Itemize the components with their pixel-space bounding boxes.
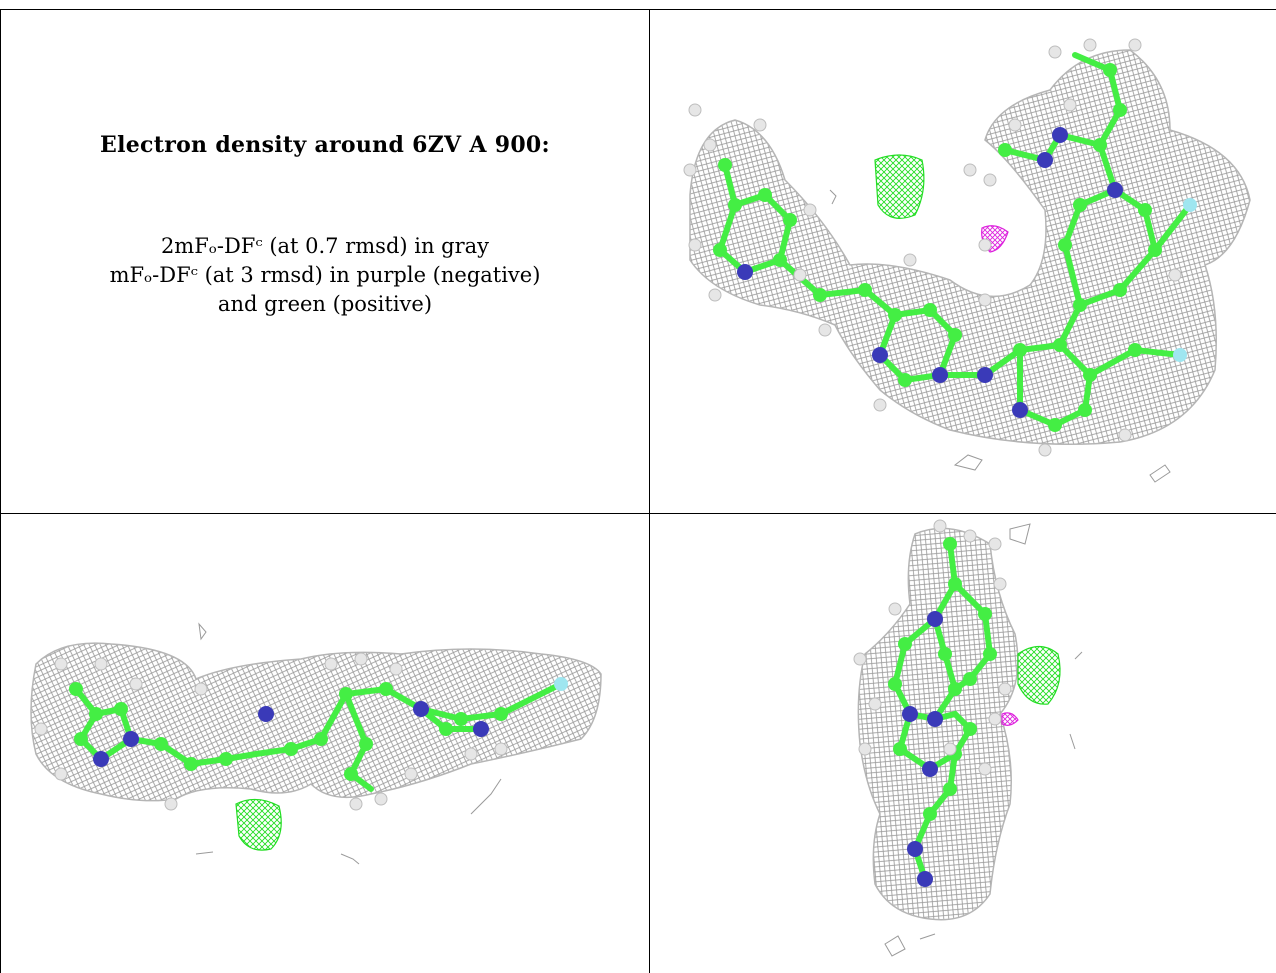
molecule-icon	[683, 38, 1251, 483]
table-border-left	[0, 9, 1, 973]
caption-panel: Electron density around 6ZV A 900: 2mFₒ-…	[1, 10, 649, 513]
ligand-atoms-carbon	[713, 63, 1162, 432]
legend-line-gray: 2mFₒ-DFᶜ (at 0.7 rmsd) in gray	[160, 234, 490, 258]
view-top-right	[650, 10, 1276, 513]
molecule-icon	[853, 519, 1083, 957]
density-mesh-green	[1017, 645, 1061, 705]
ligand-atoms-hydrogen	[34, 652, 508, 811]
molecule-icon	[30, 622, 602, 865]
legend-block: 2mFₒ-DFᶜ (at 0.7 rmsd) in gray mFₒ-DFᶜ (…	[110, 232, 541, 319]
density-mesh-gray	[30, 642, 602, 802]
stray-mesh-fragments	[884, 523, 1083, 957]
ligand-atoms-carbon	[69, 682, 508, 781]
ligand-atoms-nitrogen	[737, 127, 1123, 418]
legend-line-green: and green (positive)	[217, 292, 433, 316]
density-mesh-green	[874, 154, 925, 219]
ligand-atoms-carbon	[888, 537, 997, 821]
table-border-middle	[0, 513, 1276, 514]
figure-title: Electron density around 6ZV A 900:	[100, 132, 550, 158]
view-bottom-left	[1, 514, 649, 973]
table-border-top	[0, 9, 1276, 10]
table-border-vertical	[649, 9, 650, 973]
density-mesh-purple	[1001, 712, 1019, 726]
density-mesh-gray	[689, 49, 1251, 446]
view-bottom-right	[650, 514, 1276, 973]
ligand-atoms-hydrogen	[683, 38, 1182, 457]
ligand-atoms-fluorine	[554, 677, 568, 691]
stray-mesh-fragments	[195, 622, 502, 865]
ligand-atoms-hydrogen	[853, 519, 1012, 776]
ligand-atoms-nitrogen	[93, 701, 489, 767]
density-mesh-green	[235, 798, 282, 851]
legend-line-purple: mFₒ-DFᶜ (at 3 rmsd) in purple (negative)	[109, 263, 541, 287]
ligand-atoms-nitrogen	[902, 611, 943, 887]
ligand-atoms-fluorine	[1173, 198, 1197, 362]
stray-mesh-fragments	[829, 189, 1171, 483]
